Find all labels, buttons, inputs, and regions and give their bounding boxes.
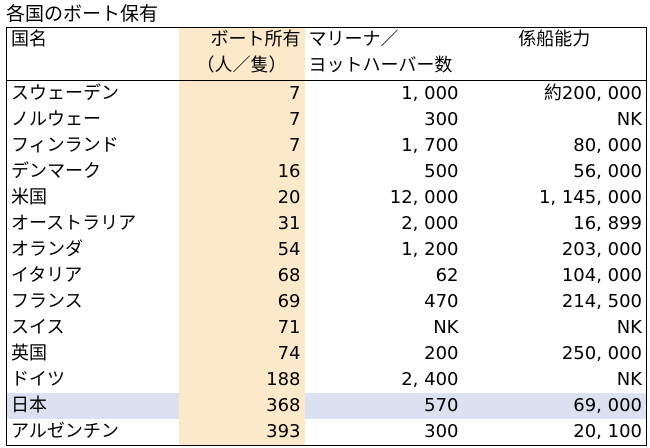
- cell-capacity: 80, 000: [462, 133, 647, 159]
- cell-country: アルゼンチン: [6, 419, 179, 446]
- cell-boats: 16: [178, 159, 305, 185]
- table-row: オランダ 54 1, 200 203, 000: [6, 237, 647, 263]
- table-row: 英国 74 200 250, 000: [6, 341, 647, 367]
- table-row: オーストラリア 31 2, 000 16, 899: [6, 211, 647, 237]
- table-row: アルゼンチン 393 300 20, 100: [6, 419, 647, 446]
- header-empty-cell: [462, 54, 647, 81]
- cell-country: ノルウェー: [6, 107, 179, 133]
- cell-boats: 393: [178, 419, 305, 446]
- table-row: フィンランド 7 1, 700 80, 000: [6, 133, 647, 159]
- header-capacity: 係船能力: [462, 27, 647, 54]
- cell-marinas: 1, 000: [401, 83, 459, 104]
- table-row: ドイツ 188 2, 400 NK: [6, 367, 647, 393]
- cell-boats: 368: [178, 393, 305, 419]
- cell-country: デンマーク: [6, 159, 179, 185]
- header-empty-cell: [6, 54, 179, 81]
- cell-marinas: 470: [424, 291, 459, 312]
- cell-boats: 20: [178, 185, 305, 211]
- cell-marinas: NK: [433, 317, 459, 338]
- cell-capacity: 104, 000: [462, 263, 647, 289]
- cell-country: ドイツ: [6, 367, 179, 393]
- header-marinas-line2: ヨットハーバー数: [304, 54, 463, 81]
- cell-marinas: 570: [304, 393, 463, 419]
- cell-boats: 54: [178, 237, 305, 263]
- cell-country: 英国: [6, 341, 179, 367]
- table-row: フランス 69 470 214, 500: [6, 289, 647, 315]
- table-row: スイス 71 NK NK: [6, 315, 647, 341]
- cell-capacity: 56, 000: [462, 159, 647, 185]
- table-row: 米国 20 12, 000 1, 145, 000: [6, 185, 647, 211]
- cell-country: オランダ: [6, 237, 179, 263]
- header-row-2: （人／隻） ヨットハーバー数: [6, 54, 647, 81]
- cell-marinas: 500: [424, 161, 459, 182]
- cell-country: スイス: [6, 315, 179, 341]
- cell-boats: 74: [178, 341, 305, 367]
- cell-capacity: 214, 500: [462, 289, 647, 315]
- cell-marinas: 1, 200: [401, 239, 459, 260]
- cell-marinas: 2, 000: [401, 213, 459, 234]
- cell-marinas: 1, 700: [401, 135, 459, 156]
- cell-boats: 68: [178, 263, 305, 289]
- cell-boats: 7: [178, 133, 305, 159]
- cell-boats: 188: [178, 367, 305, 393]
- cell-marinas: 62: [435, 265, 459, 286]
- cell-marinas: 300: [304, 419, 463, 446]
- cell-boats: 71: [178, 315, 305, 341]
- cell-capacity: NK: [462, 107, 647, 133]
- cell-capacity: 16, 899: [462, 211, 647, 237]
- cell-boats: 69: [178, 289, 305, 315]
- cell-country: フィンランド: [6, 133, 179, 159]
- table-row: ノルウェー 7 300 NK: [6, 107, 647, 133]
- cell-boats: 7: [178, 107, 305, 133]
- table-body: スウェーデン 7 1, 000 約200, 000 ノルウェー 7 300 NK フィンランド 7…: [6, 80, 647, 446]
- table-row: デンマーク 16 500 56, 000: [6, 159, 647, 185]
- cell-country: イタリア: [6, 263, 179, 289]
- cell-capacity: 203, 000: [462, 237, 647, 263]
- cell-marinas: 300: [424, 109, 459, 130]
- cell-capacity: 20, 100: [462, 419, 647, 446]
- cell-capacity: 250, 000: [462, 341, 647, 367]
- header-boats-line1: ボート所有: [178, 27, 305, 54]
- cell-marinas: 2, 400: [401, 369, 459, 390]
- table-title: 各国のボート保有: [6, 3, 159, 25]
- cell-boats: 31: [178, 211, 305, 237]
- cell-country: スウェーデン: [6, 80, 179, 107]
- cell-boats: 7: [178, 80, 305, 107]
- table-row: イタリア 68 62 104, 000: [6, 263, 647, 289]
- table-row: スウェーデン 7 1, 000 約200, 000: [6, 80, 647, 107]
- boat-ownership-table: 国名 ボート所有 マリーナ／ 係船能力 （人／隻） ヨットハーバー数 スウェーデ…: [6, 27, 647, 446]
- header-marinas-line1: マリーナ／: [304, 27, 463, 54]
- cell-capacity: 69, 000: [462, 393, 647, 419]
- header-row: 国名 ボート所有 マリーナ／ 係船能力: [6, 27, 647, 54]
- cell-country: フランス: [6, 289, 179, 315]
- cell-country: 日本: [6, 393, 179, 419]
- cell-country: オーストラリア: [6, 211, 179, 237]
- cell-capacity: NK: [462, 367, 647, 393]
- table-row: 日本 368 570 69, 000: [6, 393, 647, 419]
- header-country: 国名: [6, 27, 179, 54]
- cell-marinas: 200: [424, 343, 459, 364]
- cell-marinas: 12, 000: [389, 187, 459, 208]
- header-boats-line2: （人／隻）: [178, 54, 305, 81]
- cell-country: 米国: [6, 185, 179, 211]
- cell-capacity: NK: [462, 315, 647, 341]
- cell-capacity: 1, 145, 000: [462, 185, 647, 211]
- cell-capacity: 約200, 000: [462, 80, 647, 107]
